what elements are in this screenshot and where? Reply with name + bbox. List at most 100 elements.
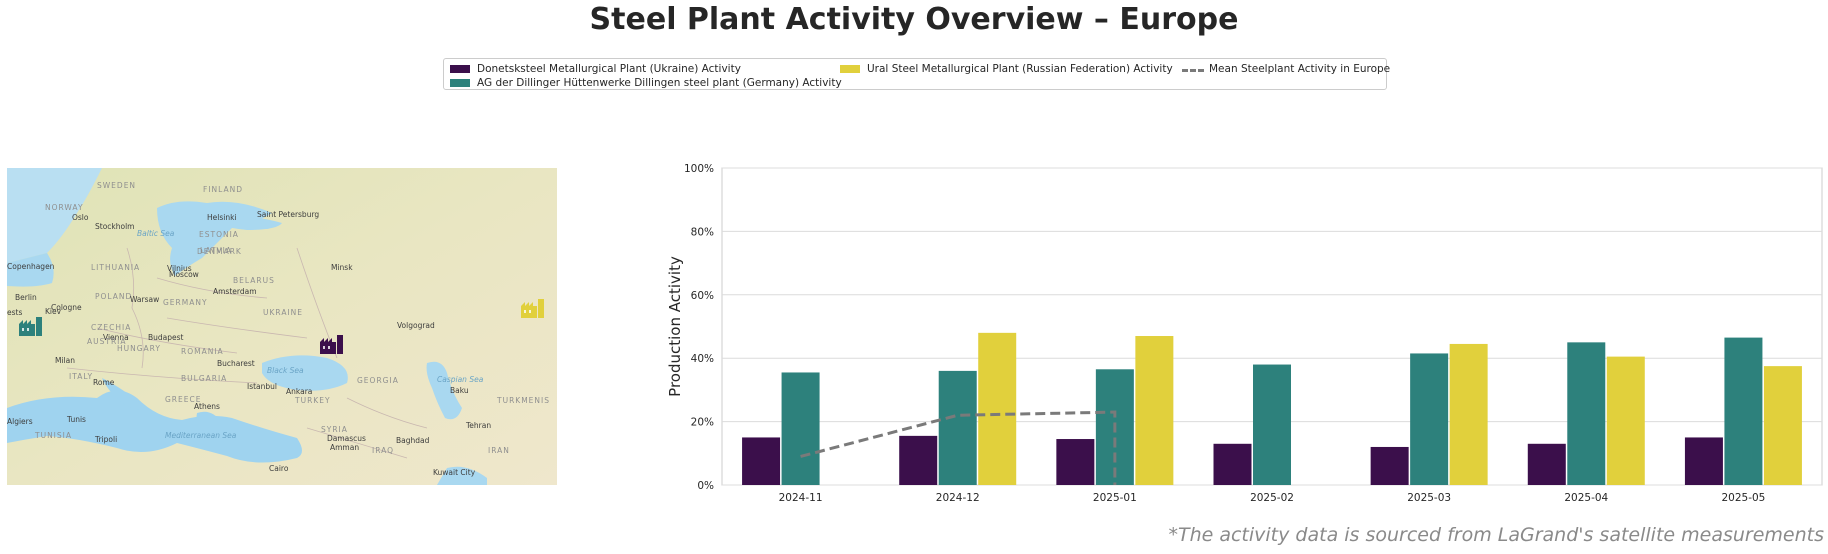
map-label-country: NORWAY <box>45 203 84 212</box>
chart-bars <box>742 332 1802 485</box>
bar-2d817c <box>781 372 820 485</box>
factory-icon <box>320 335 343 354</box>
y-tick-label: 0% <box>697 480 714 492</box>
bar-e1d03c <box>978 332 1017 485</box>
map-sea-adriatic <box>102 378 147 410</box>
map-sea-caspian <box>426 361 462 420</box>
x-tick-label: 2024-12 <box>936 492 980 504</box>
map-label-city: Helsinki <box>207 213 237 222</box>
plot-frame <box>721 167 1823 486</box>
mean-activity-polyline <box>800 410 1117 485</box>
chart-axes: 0% 20% 40% 60% 80% 100% Production Activity 202… <box>666 163 1765 504</box>
map-markers <box>19 299 544 354</box>
y-tick-label: 20% <box>691 417 714 429</box>
map-label-country: HUNGARY <box>117 344 161 353</box>
y-tick-label: 80% <box>691 226 714 238</box>
map-label-city: Algiers <box>7 417 33 426</box>
legend-swatch <box>840 65 860 73</box>
bar-e1d03c <box>1449 343 1488 485</box>
map-label-country: ROMANIA <box>181 347 224 356</box>
map-label-city: Saint Petersburg <box>257 210 319 219</box>
map-label-city: Kuwait City <box>433 468 476 477</box>
factory-icon <box>19 317 42 336</box>
legend-label: Mean Steelplant Activity in Europe <box>1209 63 1391 75</box>
bar-2d817c <box>1253 364 1291 485</box>
map-label-city: Damascus <box>327 434 366 443</box>
map-label-country: SYRIA <box>321 425 348 434</box>
map-label-sea: Baltic Sea <box>137 229 175 238</box>
map-sea-north <box>7 168 102 263</box>
map-label-country: DENMARK <box>197 247 242 256</box>
map-label-city: Cologne <box>51 303 82 312</box>
map-label-city: Istanbul <box>247 382 277 391</box>
map-label-city: Ankara <box>286 387 312 396</box>
map-label-city: Stockholm <box>95 222 135 231</box>
map-label-country: IRAN <box>488 446 510 455</box>
map-label-city: Kiev <box>45 307 62 316</box>
x-tick-label: 2025-04 <box>1564 492 1608 504</box>
data-source-footnote: *The activity data is sourced from LaGra… <box>1168 524 1824 546</box>
map-label-city: Copenhagen <box>7 262 55 271</box>
bar-3b0f4b <box>1370 446 1409 485</box>
map-label-city: Baghdad <box>396 436 430 445</box>
bar-e1d03c <box>1135 336 1174 485</box>
bar-2d817c <box>1567 342 1606 485</box>
x-tick-label: 2025-05 <box>1721 492 1765 504</box>
map-label-city: Baku <box>450 386 469 395</box>
map-label-city: Volgograd <box>397 321 435 330</box>
map-label-country: ESTONIA <box>199 230 239 239</box>
map-label-country: TUNISIA <box>34 431 72 440</box>
map-label-country: IRAQ <box>372 446 394 455</box>
map-label-country: UKRAINE <box>263 308 303 317</box>
map-label-city: Warsaw <box>130 295 159 304</box>
legend-label: AG der Dillinger Hüttenwerke Dillingen s… <box>477 77 842 89</box>
map-label-country: ITALY <box>69 372 93 381</box>
map-label-city: Amman <box>330 443 359 452</box>
bar-3b0f4b <box>1056 439 1095 485</box>
bar-3b0f4b <box>899 435 938 485</box>
map-label-country: LATVIA <box>200 246 232 255</box>
map-label-country: BELARUS <box>233 276 275 285</box>
map-label-city: Tehran <box>465 421 491 430</box>
map-label-sea: Black Sea <box>267 366 304 375</box>
bar-3b0f4b <box>1213 443 1252 485</box>
bar-2d817c <box>1095 369 1134 485</box>
map-label-sea: Caspian Sea <box>437 375 484 384</box>
x-tick-label: 2024-11 <box>779 492 823 504</box>
map-sea-aegean <box>196 411 222 432</box>
map-label-city: Tunis <box>66 415 86 424</box>
mean-activity-line <box>800 410 1117 485</box>
map-label-country: GERMANY <box>163 298 208 307</box>
legend-label: Ural Steel Metallurgical Plant (Russian … <box>867 63 1173 75</box>
map-label-city: Tripoli <box>94 435 117 444</box>
x-tick-label: 2025-01 <box>1093 492 1137 504</box>
legend-line-swatch <box>1182 69 1204 72</box>
chart-grid <box>721 167 1823 486</box>
map-label-city: Oslo <box>72 213 89 222</box>
map-label-city: Bucharest <box>217 359 255 368</box>
y-tick-label: 40% <box>691 353 714 365</box>
bar-e1d03c <box>1763 366 1802 485</box>
map-label-sea: Mediterranean Sea <box>165 431 237 440</box>
map-label-city: Amsterdam <box>213 287 257 296</box>
map-label-city: Athens <box>194 402 220 411</box>
map-label-country: FINLAND <box>203 185 243 194</box>
map-label-country: TURKMENIS <box>496 396 550 405</box>
map-label-country: CZECHIA <box>91 323 131 332</box>
map-label-country: AUSTRIA <box>87 337 127 346</box>
map-label-city: ests <box>7 308 22 317</box>
map-label-city: Cairo <box>269 464 289 473</box>
map-label-country: SWEDEN <box>97 181 136 190</box>
map-label-country: POLAND <box>95 292 132 301</box>
map-label-country: TURKEY <box>294 396 331 405</box>
map-label-city: Rome <box>93 378 115 387</box>
map-sea-north-2 <box>7 253 54 287</box>
y-tick-label: 60% <box>691 290 714 302</box>
x-tick-label: 2025-03 <box>1407 492 1451 504</box>
map-sea-black <box>262 355 348 391</box>
map-borders <box>66 247 428 459</box>
map-label-city: Budapest <box>148 333 184 342</box>
page-title: Steel Plant Activity Overview – Europe <box>589 2 1239 37</box>
